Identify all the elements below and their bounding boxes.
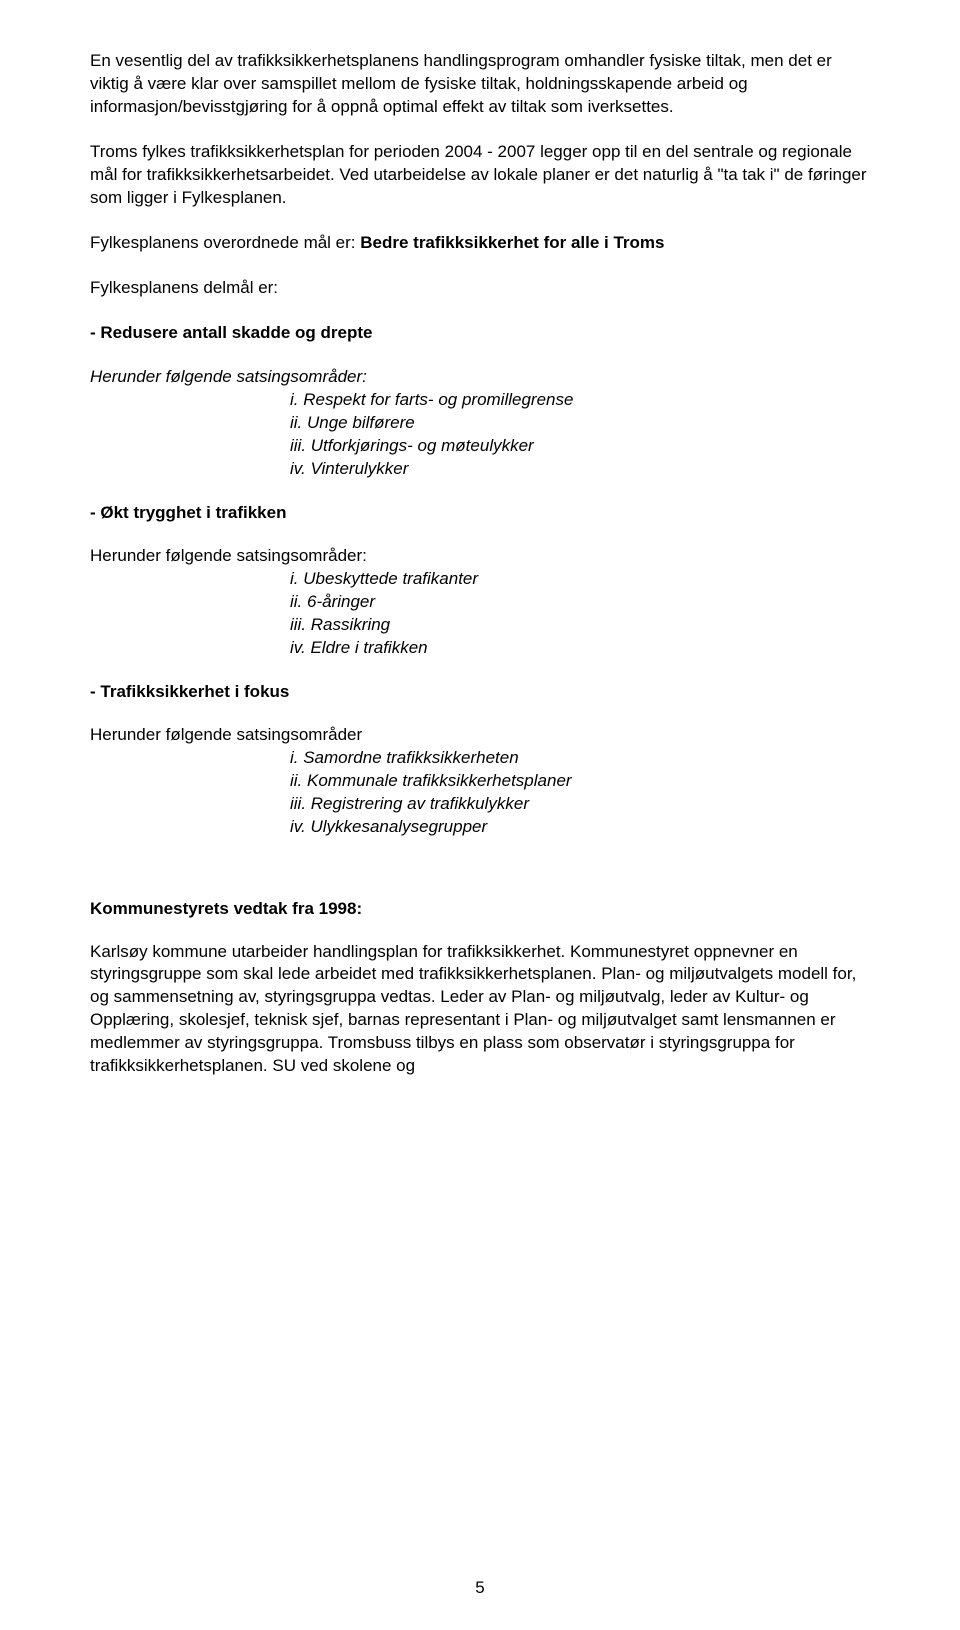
goal-bold: Bedre trafikksikkerhet for alle i Troms [360,233,664,252]
paragraph-1: En vesentlig del av trafikksikkerhetspla… [90,50,870,119]
list-item: iii. Rassikring [290,614,870,637]
section1-sats: Herunder følgende satsingsområder: [90,366,870,389]
section3-heading: - Trafikksikkerhet i fokus [90,682,870,702]
page-number: 5 [0,1578,960,1598]
section1-list: i. Respekt for farts- og promillegrense … [90,389,870,481]
goal-line: Fylkesplanens overordnede mål er: Bedre … [90,232,870,255]
list-item: iv. Ulykkesanalysegrupper [290,816,870,839]
list-item: iv. Eldre i trafikken [290,637,870,660]
section3-sats: Herunder følgende satsingsområder [90,724,870,747]
section2-sats: Herunder følgende satsingsområder: [90,545,870,568]
vedtak-heading: Kommunestyrets vedtak fra 1998: [90,899,870,919]
list-item: iii. Utforkjørings- og møteulykker [290,435,870,458]
list-item: ii. Unge bilførere [290,412,870,435]
paragraph-2: Troms fylkes trafikksikkerhetsplan for p… [90,141,870,210]
section3-list: i. Samordne trafikksikkerheten ii. Kommu… [90,747,870,839]
list-item: ii. 6-åringer [290,591,870,614]
list-item: ii. Kommunale trafikksikkerhetsplaner [290,770,870,793]
section1-bullet: - Redusere antall skadde og drepte [90,322,870,345]
delmal-intro: Fylkesplanens delmål er: [90,277,870,300]
list-item: iii. Registrering av trafikkulykker [290,793,870,816]
list-item: i. Ubeskyttede trafikanter [290,568,870,591]
list-item: iv. Vinterulykker [290,458,870,481]
list-item: i. Respekt for farts- og promillegrense [290,389,870,412]
document-page: En vesentlig del av trafikksikkerhetspla… [0,0,960,1630]
list-item: i. Samordne trafikksikkerheten [290,747,870,770]
goal-prefix: Fylkesplanens overordnede mål er: [90,233,360,252]
section2-heading: - Økt trygghet i trafikken [90,503,870,523]
section2-list: i. Ubeskyttede trafikanter ii. 6-åringer… [90,568,870,660]
vedtak-paragraph: Karlsøy kommune utarbeider handlingsplan… [90,941,870,1079]
